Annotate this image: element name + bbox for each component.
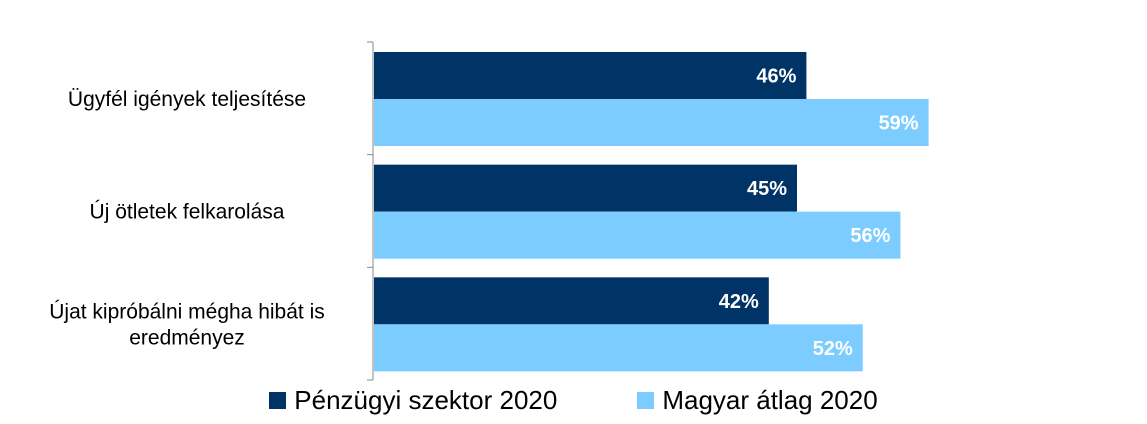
data-label: 59% [879, 113, 919, 135]
category-label: Újat kipróbálni mégha hibát is eredményez [49, 300, 324, 349]
legend: Pénzügyi szektor 2020 Magyar átlag 2020 [0, 380, 1147, 420]
data-label: 45% [747, 178, 787, 200]
category-label: Ügyfél igények teljesítése [68, 88, 306, 111]
bar-penzugyi [374, 277, 769, 325]
legend-item-penzugyi: Pénzügyi szektor 2020 [269, 385, 557, 416]
legend-swatch-magyar [637, 391, 655, 409]
bar-penzugyi [374, 52, 807, 99]
data-label: 52% [813, 338, 853, 360]
legend-label-penzugyi: Pénzügyi szektor 2020 [294, 384, 558, 415]
data-label: 42% [719, 291, 759, 313]
bar-magyar [374, 324, 863, 372]
legend-label-magyar: Magyar átlag 2020 [662, 384, 878, 415]
bar-magyar [374, 211, 901, 259]
data-label: 56% [850, 225, 890, 247]
data-label: 46% [756, 66, 796, 88]
bar-magyar [374, 99, 929, 146]
category-label: Új ötletek felkarolása [90, 201, 285, 224]
legend-item-magyar: Magyar átlag 2020 [637, 384, 878, 416]
bar-penzugyi [374, 164, 797, 212]
legend-swatch-penzugyi [269, 391, 287, 409]
